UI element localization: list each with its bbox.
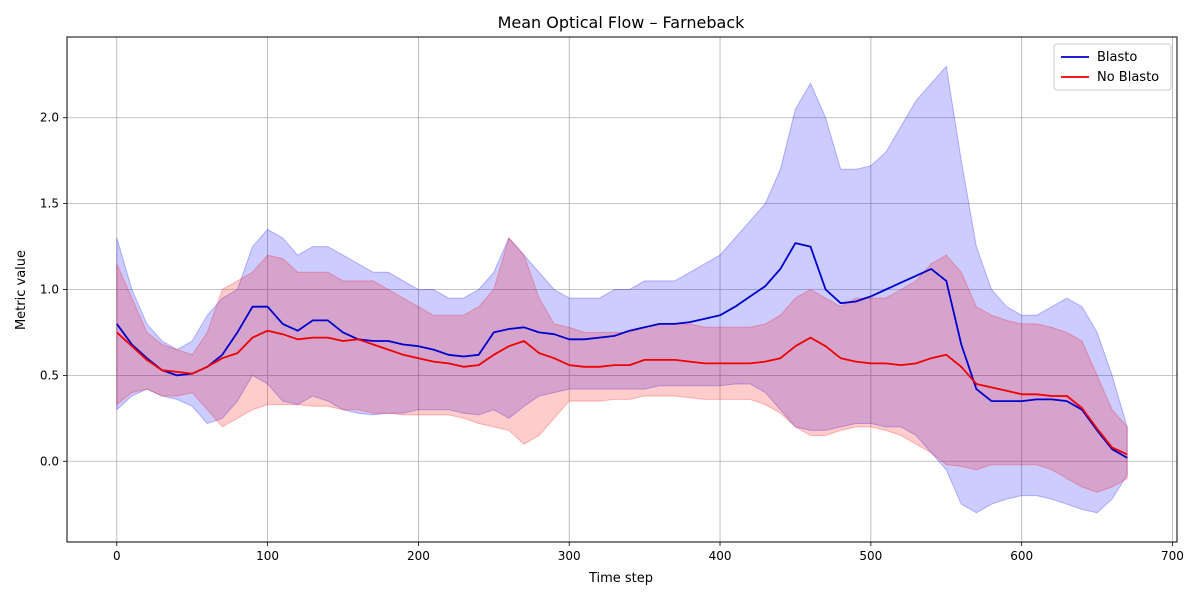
line-no-blasto xyxy=(116,329,1128,456)
line-blasto xyxy=(116,242,1128,459)
legend-label-blasto: Blasto xyxy=(1097,50,1137,65)
x-tick-label: 200 xyxy=(407,549,430,563)
y-tick-label: 1.0 xyxy=(40,283,59,297)
legend: Blasto No Blasto xyxy=(1053,43,1172,91)
axis-ticks: 0 100 200 300 400 500 600 700 0.0 0.5 1.0 1.5 2.0 xyxy=(40,111,1184,563)
series-lines xyxy=(116,242,1128,459)
legend-box xyxy=(1053,43,1172,91)
x-tick-label: 600 xyxy=(1010,549,1033,563)
x-tick-label: 700 xyxy=(1161,549,1184,563)
x-tick-label: 0 xyxy=(113,549,121,563)
y-tick-label: 0.5 xyxy=(40,368,59,382)
grid xyxy=(67,37,1177,542)
band-blasto xyxy=(116,65,1128,514)
x-tick-label: 100 xyxy=(256,549,279,563)
x-axis-title: Time step xyxy=(588,571,653,586)
y-tick-label: 1.5 xyxy=(40,197,59,211)
x-tick-label: 300 xyxy=(558,549,581,563)
x-tick-label: 400 xyxy=(709,549,732,563)
y-axis-title: Metric value xyxy=(14,250,29,330)
y-tick-label: 2.0 xyxy=(40,111,59,125)
y-tick-label: 0.0 xyxy=(40,454,59,468)
chart-title: Mean Optical Flow – Farneback xyxy=(498,13,746,32)
legend-label-no-blasto: No Blasto xyxy=(1097,70,1159,85)
x-tick-label: 500 xyxy=(859,549,882,563)
